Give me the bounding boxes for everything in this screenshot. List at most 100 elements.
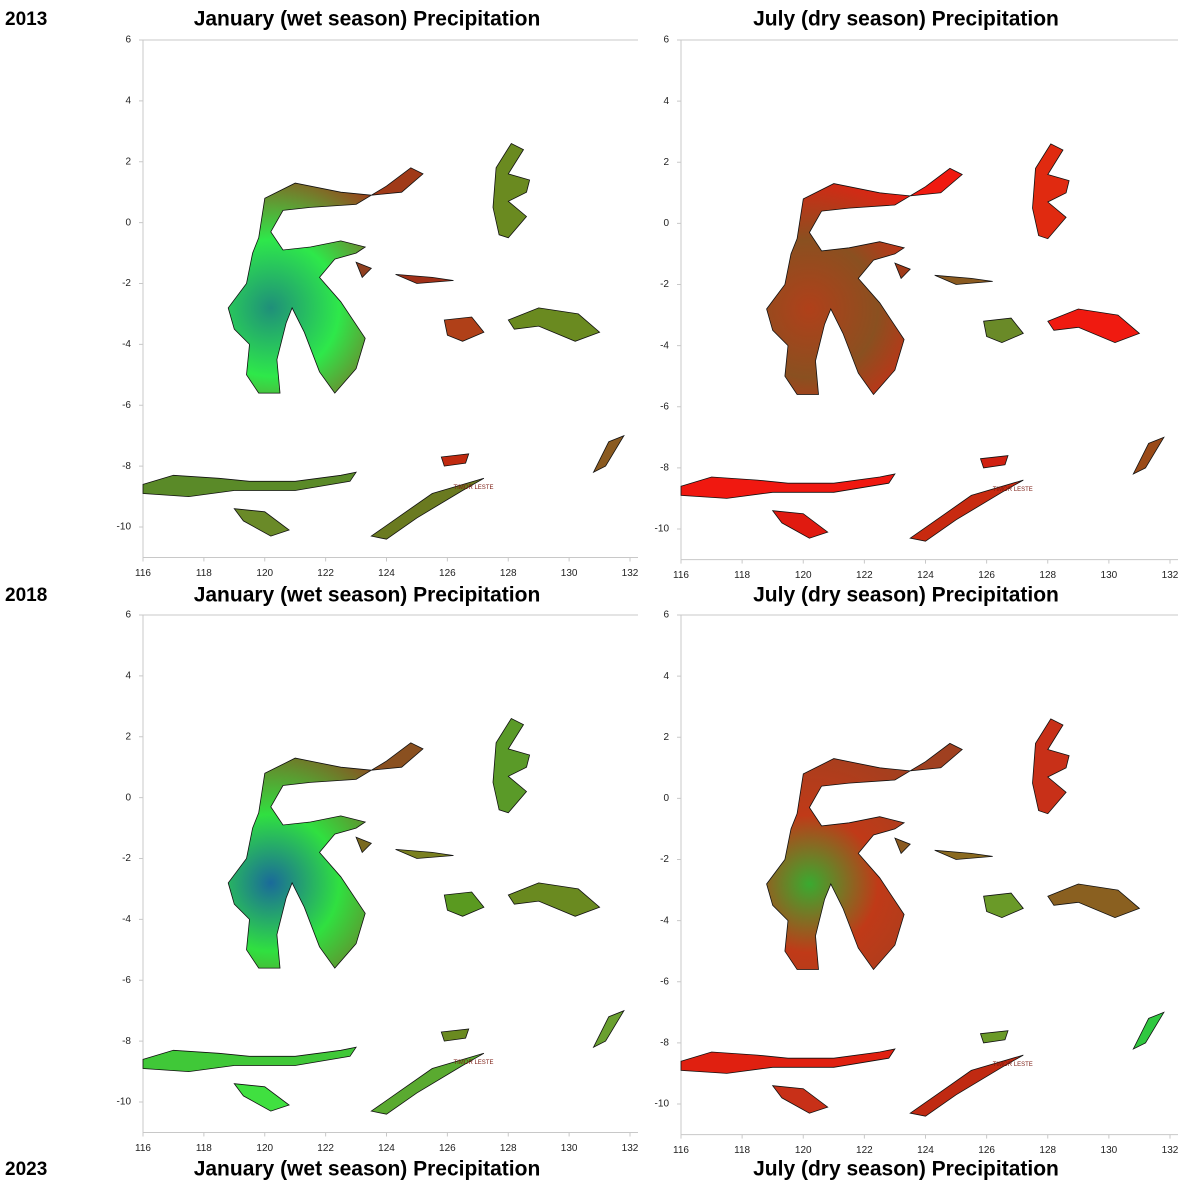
- x-tick-label: 130: [1101, 570, 1118, 581]
- y-tick-label: -4: [122, 914, 131, 925]
- y-tick-label: -2: [660, 279, 669, 290]
- y-tick-label: 4: [125, 96, 131, 107]
- year-label: 2013: [5, 9, 47, 30]
- x-tick-label: 122: [317, 568, 334, 579]
- island: [935, 850, 993, 859]
- island: [1033, 144, 1070, 239]
- y-tick-label: -8: [122, 461, 131, 472]
- x-tick-label: 116: [135, 568, 151, 579]
- y-tick-label: -2: [122, 278, 131, 289]
- map-annotation: TIMOR LESTE: [453, 1060, 493, 1066]
- y-tick-label: 0: [663, 218, 669, 229]
- x-tick-label: 118: [734, 570, 750, 581]
- y-tick-label: 6: [125, 35, 131, 46]
- x-tick-label: 124: [378, 1143, 395, 1154]
- island: [508, 308, 599, 341]
- y-tick-label: -10: [117, 1097, 132, 1108]
- y-tick-label: -4: [122, 339, 131, 350]
- island: [895, 263, 910, 278]
- island: [1133, 1012, 1164, 1049]
- island: [493, 719, 530, 813]
- island: [441, 454, 468, 466]
- y-tick-label: -6: [122, 400, 131, 411]
- island: [984, 893, 1024, 918]
- panel-title: July (dry season) Precipitation: [753, 8, 1059, 31]
- x-tick-label: 126: [439, 568, 456, 579]
- island: [444, 892, 484, 916]
- island: [773, 511, 828, 539]
- y-tick-label: -4: [660, 915, 669, 926]
- y-tick-label: 6: [125, 610, 131, 621]
- y-tick-label: 2: [125, 156, 131, 167]
- panel-title: January (wet season) Precipitation: [194, 1158, 541, 1181]
- x-tick-label: 120: [795, 570, 812, 581]
- x-tick-label: 132: [622, 568, 639, 579]
- y-tick-label: -8: [660, 1038, 669, 1049]
- y-tick-label: -2: [660, 854, 669, 865]
- x-tick-label: 124: [917, 1145, 934, 1156]
- x-tick-label: 122: [317, 1143, 334, 1154]
- y-tick-label: 0: [125, 217, 131, 228]
- x-tick-label: 122: [856, 1145, 873, 1156]
- y-tick-label: -2: [122, 853, 131, 864]
- x-tick-label: 132: [1162, 1145, 1179, 1156]
- panel-title: July (dry season) Precipitation: [753, 584, 1059, 607]
- island: [1033, 719, 1070, 814]
- y-tick-label: 0: [125, 792, 131, 803]
- island: [143, 472, 356, 496]
- x-tick-label: 118: [196, 568, 212, 579]
- y-tick-label: 4: [663, 96, 669, 107]
- y-tick-label: -10: [655, 1099, 670, 1110]
- island: [594, 1011, 624, 1047]
- island: [767, 743, 963, 969]
- x-tick-label: 124: [378, 568, 395, 579]
- island: [984, 318, 1024, 343]
- y-tick-label: -10: [655, 524, 670, 535]
- y-tick-label: -8: [660, 463, 669, 474]
- island: [234, 509, 289, 536]
- x-tick-label: 132: [622, 1143, 639, 1154]
- island: [143, 1047, 356, 1071]
- y-tick-label: -6: [660, 401, 669, 412]
- panel-title: January (wet season) Precipitation: [194, 584, 541, 607]
- x-tick-label: 130: [1101, 1145, 1118, 1156]
- island: [234, 1084, 289, 1111]
- y-tick-label: 2: [663, 732, 669, 743]
- figure: 2013 January (wet season) Precipitation Ju…: [0, 0, 1185, 1188]
- island: [594, 436, 624, 473]
- map-annotation: TIMOR LESTE: [993, 487, 1033, 493]
- x-tick-label: 130: [561, 1143, 578, 1154]
- island: [767, 168, 963, 394]
- x-tick-label: 130: [561, 568, 578, 579]
- x-tick-label: 116: [135, 1143, 151, 1154]
- island: [935, 275, 993, 284]
- y-tick-label: 0: [663, 793, 669, 804]
- x-tick-label: 116: [673, 570, 689, 581]
- y-tick-label: -8: [122, 1036, 131, 1047]
- y-tick-label: -10: [117, 522, 132, 533]
- island: [773, 1086, 828, 1114]
- year-label: 2023: [5, 1159, 47, 1180]
- x-tick-label: 118: [734, 1145, 750, 1156]
- x-tick-label: 128: [500, 568, 517, 579]
- island: [981, 456, 1009, 468]
- x-tick-label: 120: [256, 1143, 273, 1154]
- x-tick-label: 122: [856, 570, 873, 581]
- x-tick-label: 118: [196, 1143, 212, 1154]
- x-tick-label: 128: [1039, 570, 1056, 581]
- year-label: 2018: [5, 585, 47, 606]
- x-tick-label: 126: [978, 570, 995, 581]
- y-tick-label: 6: [663, 35, 669, 46]
- map-annotation: TIMOR LESTE: [453, 485, 493, 491]
- island: [228, 743, 423, 968]
- island: [508, 883, 599, 916]
- x-tick-label: 126: [978, 1145, 995, 1156]
- island: [441, 1029, 468, 1041]
- island: [981, 1031, 1009, 1043]
- y-tick-label: 2: [663, 157, 669, 168]
- island: [895, 838, 910, 853]
- island: [356, 262, 371, 277]
